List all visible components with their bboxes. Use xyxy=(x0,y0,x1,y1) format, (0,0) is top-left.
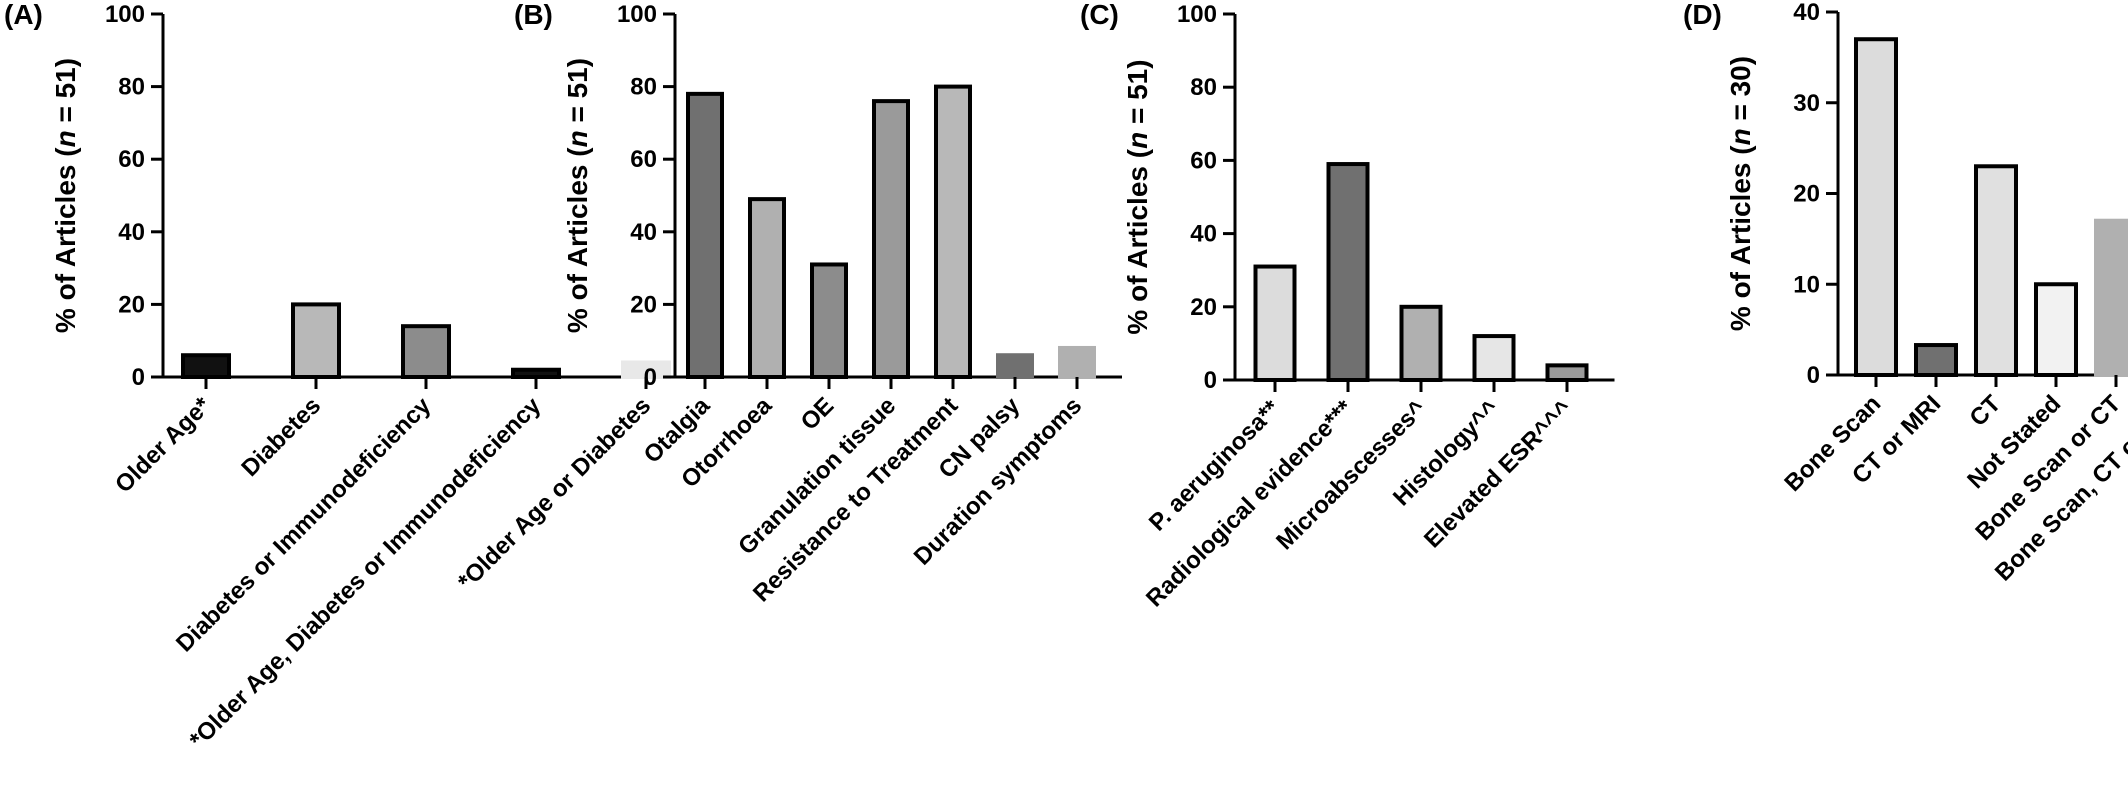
bar xyxy=(181,353,231,380)
panel-label: (A) xyxy=(4,0,43,30)
bar xyxy=(934,84,972,379)
y-axis-label: % of Articles (n = 51) xyxy=(50,58,81,333)
y-tick-label: 60 xyxy=(118,146,145,173)
bar xyxy=(2034,282,2078,377)
y-tick-label: 40 xyxy=(1793,0,1820,26)
y-tick-label: 40 xyxy=(1190,221,1217,248)
y-tick-label: 100 xyxy=(617,1,657,28)
y-tick-label: 20 xyxy=(118,291,145,318)
y-tick-label: 100 xyxy=(105,1,145,28)
y-axis-label: % of Articles (n = 51) xyxy=(1122,59,1153,334)
bar xyxy=(1058,345,1096,379)
y-tick-label: 20 xyxy=(630,291,657,318)
y-tick-label: 0 xyxy=(1807,362,1820,389)
bar xyxy=(2094,218,2128,377)
bar xyxy=(872,99,910,380)
bar xyxy=(1472,334,1516,382)
bar xyxy=(1253,264,1297,383)
bar xyxy=(1399,304,1443,382)
y-tick-label: 40 xyxy=(118,219,145,246)
bar xyxy=(748,197,786,379)
y-tick-label: 30 xyxy=(1793,90,1820,117)
category-label: *Older Age or Diabetes xyxy=(453,392,656,595)
y-axis-label: % of Articles (n = 30) xyxy=(1725,56,1756,331)
bar xyxy=(1326,162,1370,382)
y-tick-label: 60 xyxy=(1190,147,1217,174)
bar xyxy=(511,367,561,379)
category-label: P. aeruginosa** xyxy=(1144,395,1286,537)
category-label: Diabetes xyxy=(236,392,326,482)
y-axis-label: % of Articles (n = 51) xyxy=(562,58,593,333)
panel-label: (D) xyxy=(1683,0,1722,30)
bar xyxy=(401,324,451,379)
category-label: CT xyxy=(1965,390,2007,432)
y-tick-label: 0 xyxy=(132,364,145,391)
bar xyxy=(686,91,724,380)
bar xyxy=(996,353,1034,380)
chart-panel-1: (A) 0 20 40 60 80 100 % of Articles (n = 51) Old… xyxy=(4,0,697,754)
y-tick-label: 20 xyxy=(1793,181,1820,208)
y-tick-label: 20 xyxy=(1190,294,1217,321)
bar xyxy=(810,262,848,379)
category-label: Older Age* xyxy=(110,392,217,499)
bar xyxy=(291,302,341,379)
y-tick-label: 0 xyxy=(644,364,657,391)
bar xyxy=(1545,363,1589,382)
panel-label: (B) xyxy=(514,0,553,30)
y-tick-label: 10 xyxy=(1793,271,1820,298)
y-tick-label: 80 xyxy=(1190,74,1217,101)
panel-label: (C) xyxy=(1080,0,1119,30)
y-tick-label: 80 xyxy=(118,74,145,101)
y-tick-label: 60 xyxy=(630,146,657,173)
bar xyxy=(1854,37,1898,377)
bar xyxy=(1974,164,2018,377)
bar xyxy=(1914,343,1958,377)
y-tick-label: 80 xyxy=(630,74,657,101)
y-tick-label: 40 xyxy=(630,219,657,246)
category-label: OE xyxy=(796,392,840,436)
y-tick-label: 0 xyxy=(1204,367,1217,394)
y-tick-label: 100 xyxy=(1177,1,1217,28)
chart-panel-3: (C) 0 20 40 60 80 100 % of Articles (n = 51) P. … xyxy=(1080,0,1615,612)
